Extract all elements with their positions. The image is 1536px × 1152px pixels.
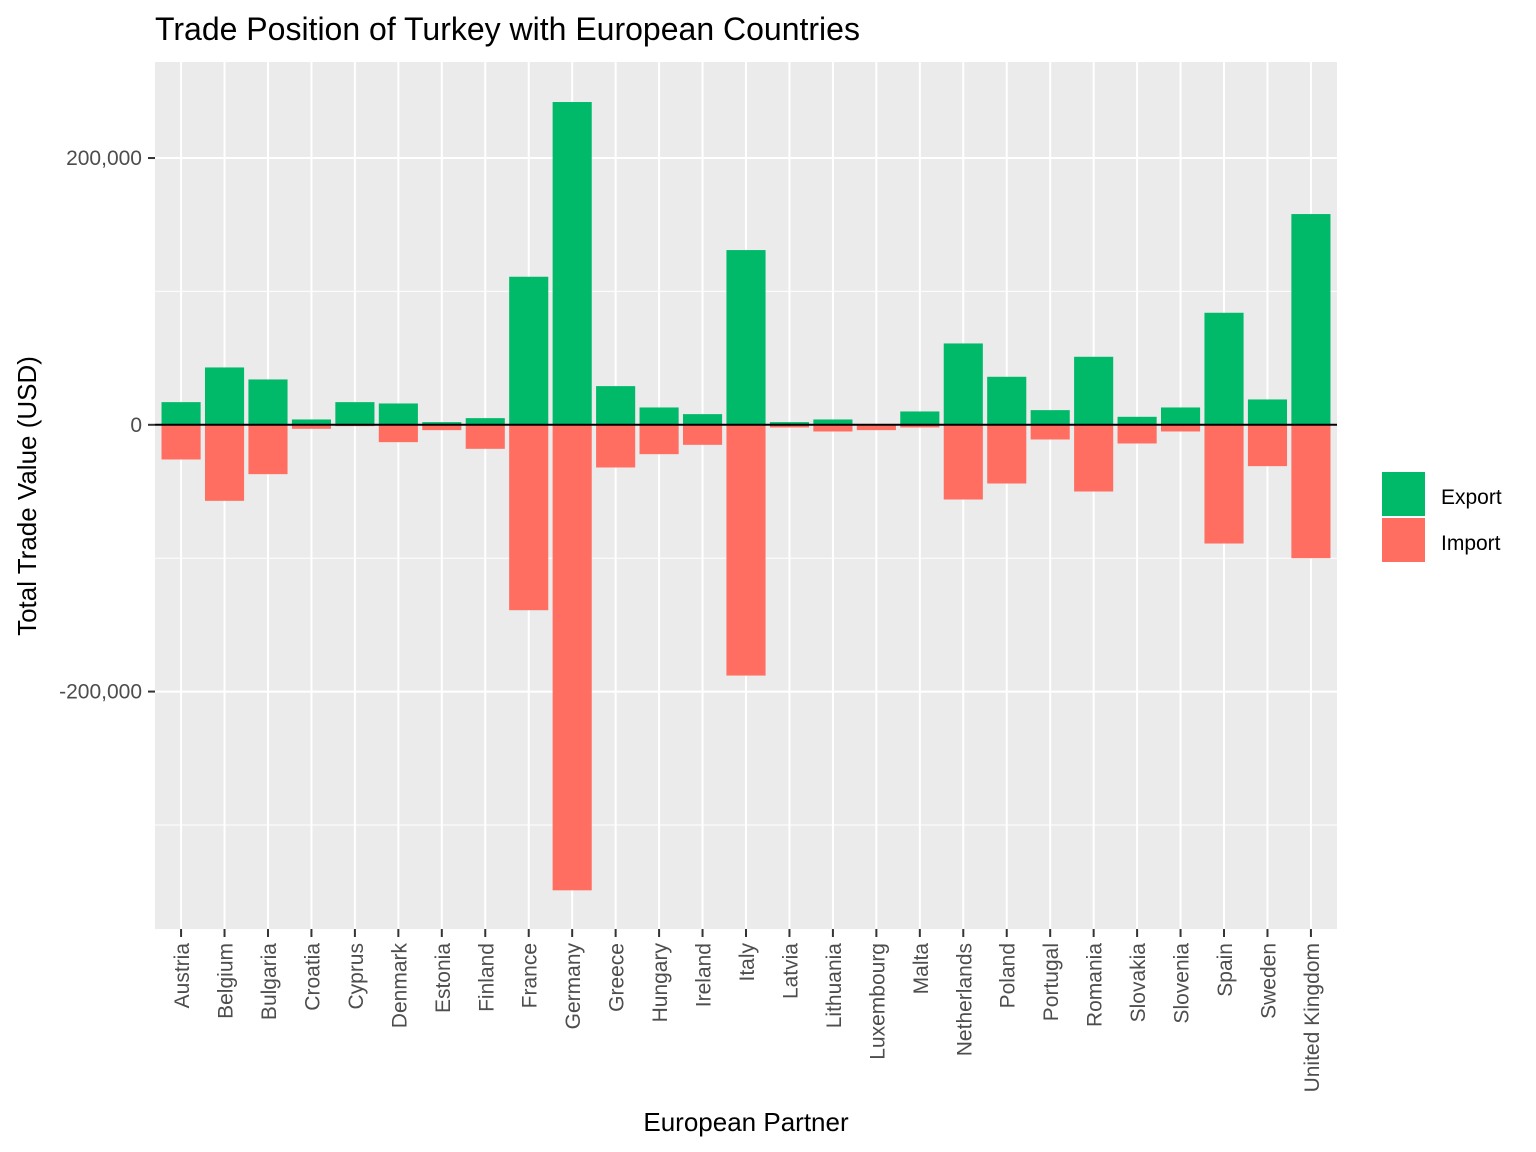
x-tick-label: Portugal (1040, 943, 1063, 1021)
bar-import-ireland (682, 424, 723, 445)
bar-import-bulgaria (248, 424, 288, 475)
bar-import-belgium (204, 424, 245, 501)
bar-export-united-kingdom (1291, 214, 1331, 425)
bar-import-poland (987, 424, 1027, 484)
bar-export-greece (596, 386, 636, 425)
bar-import-malta (900, 424, 940, 428)
bar-export-romania (1074, 356, 1114, 425)
x-tick-label: Hungary (649, 943, 672, 1023)
bar-import-finland (465, 424, 505, 449)
bar-import-portugal (1030, 424, 1070, 440)
bar-import-austria (161, 424, 201, 460)
bars (161, 102, 1331, 891)
x-axis: Austria Belgium Bulgaria Croatia Cyprus Denma… (171, 929, 1324, 1092)
bar-export-belgium (204, 367, 245, 425)
legend-key-import (1382, 518, 1425, 562)
bar-import-hungary (639, 424, 679, 455)
bar-export-portugal (1030, 410, 1070, 425)
bar-export-estonia (422, 422, 462, 425)
bar-export-france (509, 276, 549, 425)
y-tick-label: 200,000 (66, 147, 142, 170)
x-tick-label: Spain (1214, 943, 1237, 997)
bar-export-slovakia (1117, 416, 1157, 425)
x-tick-label: Sweden (1257, 943, 1280, 1019)
x-tick-label: Slovenia (1171, 943, 1194, 1024)
bar-import-netherlands (943, 424, 983, 500)
bar-export-spain (1204, 312, 1244, 425)
bar-export-ireland (682, 414, 723, 425)
x-tick-label: Belgium (215, 943, 238, 1019)
bar-import-united-kingdom (1291, 424, 1331, 559)
x-tick-label: Bulgaria (258, 943, 281, 1020)
x-tick-label: Ireland (693, 943, 716, 1007)
bar-import-denmark (378, 424, 418, 443)
bar-export-finland (465, 418, 505, 425)
x-tick-label: Italy (736, 943, 759, 982)
bar-import-germany (552, 424, 592, 891)
x-tick-label: Luxembourg (866, 943, 889, 1060)
bar-import-greece (596, 424, 636, 468)
x-axis-title: European Partner (643, 1107, 849, 1137)
bar-export-bulgaria (248, 379, 288, 425)
x-tick-label: Germany (562, 943, 585, 1030)
bar-export-cyprus (335, 402, 375, 425)
legend-label-import: Import (1441, 532, 1501, 555)
y-tick-label: 0 (130, 414, 142, 437)
bar-export-denmark (378, 403, 418, 425)
bar-export-slovenia (1161, 407, 1201, 425)
x-tick-label: Estonia (432, 943, 455, 1013)
chart-title: Trade Position of Turkey with European C… (155, 11, 860, 47)
bar-import-lithuania (813, 424, 853, 432)
x-tick-label: Denmark (388, 943, 411, 1029)
bar-export-croatia (291, 419, 331, 425)
x-tick-label: Greece (606, 943, 629, 1012)
bar-export-malta (900, 411, 940, 425)
y-axis: -200,000 0 200,000 (59, 147, 155, 704)
bar-import-romania (1074, 424, 1114, 492)
bar-export-netherlands (943, 343, 983, 425)
x-tick-label: Malta (910, 943, 933, 995)
x-tick-label: Romania (1084, 943, 1107, 1027)
bar-import-france (509, 424, 549, 611)
bar-import-latvia (769, 424, 810, 428)
legend-label-export: Export (1441, 486, 1502, 509)
bar-import-croatia (291, 424, 331, 429)
bar-import-slovenia (1161, 424, 1201, 432)
bar-export-sweden (1247, 399, 1288, 425)
x-tick-label: Latvia (779, 943, 802, 999)
bar-import-luxembourg (856, 424, 896, 431)
bar-import-sweden (1247, 424, 1288, 467)
y-axis-title: Total Trade Value (USD) (12, 356, 42, 636)
x-tick-label: Croatia (301, 943, 324, 1011)
bar-export-lithuania (813, 419, 853, 425)
bar-export-austria (161, 402, 201, 425)
bar-export-poland (987, 376, 1027, 425)
x-tick-label: France (519, 943, 542, 1008)
bar-import-estonia (422, 424, 462, 431)
x-tick-label: Cyprus (345, 943, 368, 1010)
x-tick-label: Poland (997, 943, 1020, 1008)
x-tick-label: Lithuania (823, 943, 846, 1029)
x-tick-label: Netherlands (953, 943, 976, 1056)
bar-import-slovakia (1117, 424, 1157, 444)
bar-import-spain (1204, 424, 1244, 544)
y-tick-label: -200,000 (59, 681, 142, 704)
x-tick-label: Austria (171, 943, 194, 1009)
bar-export-latvia (769, 422, 810, 425)
x-tick-label: United Kingdom (1301, 943, 1324, 1092)
legend-key-export (1382, 472, 1425, 516)
legend: Export Import (1382, 472, 1502, 562)
bar-export-germany (552, 102, 592, 425)
bar-import-italy (726, 424, 766, 676)
bar-export-italy (726, 250, 766, 425)
x-tick-label: Slovakia (1127, 943, 1150, 1023)
bar-export-hungary (639, 407, 679, 425)
x-tick-label: Finland (475, 943, 498, 1012)
